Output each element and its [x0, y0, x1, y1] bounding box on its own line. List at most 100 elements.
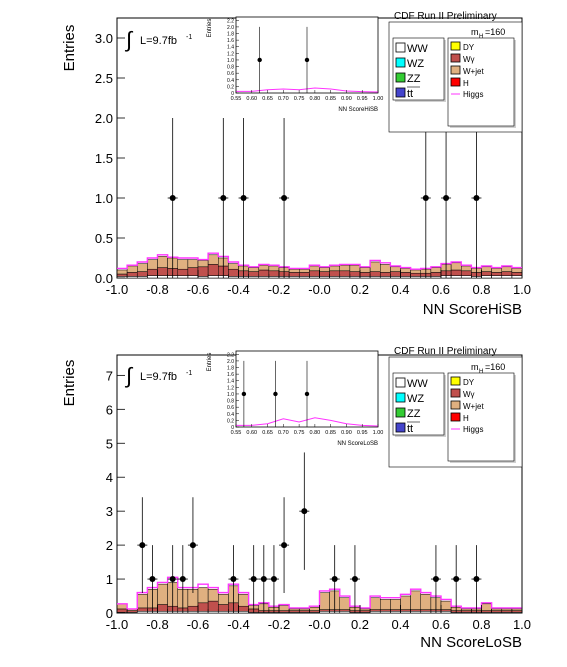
legend-wz-swatch [395, 57, 406, 68]
top-legend-right: DY Wγ W+jet H Higgs [447, 37, 516, 128]
top-bar-wgamma-22 [339, 270, 351, 277]
bottom-data-point-1 [149, 576, 156, 583]
top-bar-wgamma-23 [349, 271, 361, 277]
bottom-y-axis-ticks: 0 1 2 3 4 5 6 7 [106, 368, 125, 621]
top-bar-wgamma-17 [288, 272, 300, 277]
top-bar-wjet-17 [288, 268, 300, 273]
top-y-tick-label-6: 3.0 [95, 31, 113, 46]
bottom-inset-point-0 [241, 391, 247, 397]
bottom-inset-x-tick-label-1: 0.60 [246, 430, 257, 436]
top-inset-y-tick-label-3: 0.6 [227, 71, 234, 77]
top-bar-ww-36 [481, 275, 492, 279]
legend-dy-swatch-bottom [450, 376, 461, 386]
top-bar-wgamma-0 [116, 273, 128, 277]
top-bar-wjet-36 [481, 266, 492, 272]
top-bar-wjet-7 [187, 259, 199, 268]
top-x-tick-label-9: 0.8 [472, 282, 490, 297]
bottom-data-point-8 [270, 576, 277, 583]
top-bar-wjet-27 [390, 266, 401, 272]
top-x-tick-label-3: -0.4 [227, 282, 249, 297]
top-bar-wgamma-7 [187, 267, 199, 276]
bottom-bar-wgamma-38 [501, 610, 513, 613]
bottom-inset-y-tick-label-3: 0.6 [227, 405, 234, 411]
top-y-tick-label-1: 0.5 [95, 231, 113, 246]
bottom-inset-x-tick-label-5: 0.80 [310, 430, 321, 436]
top-inset: 0.55 0.60 0.65 0.70 0.75 0.80 0.85 0.90 0.95 1.00… [207, 16, 384, 113]
bottom-inset-y-tick-label-7: 1.4 [227, 379, 234, 385]
legend-zz-swatch [395, 72, 406, 83]
bottom-higgs-line [117, 576, 522, 610]
bottom-inset-y-label: Entries [207, 353, 213, 372]
top-inset-x-tick-label-5: 0.80 [310, 96, 321, 102]
bottom-mass-sub: H [479, 369, 483, 375]
top-y-tick-label-0: 0.0 [95, 271, 113, 286]
bottom-x-tick-label-2: -0.6 [187, 617, 209, 632]
bottom-y-tick-label-4: 4 [106, 470, 113, 485]
top-bar-wjet-38 [501, 266, 513, 272]
bottom-bar-wjet-28 [400, 595, 411, 610]
bottom-inset-x-tick-label-0: 0.55 [231, 430, 242, 436]
bottom-inset-x-tick-label-6: 0.85 [325, 430, 336, 436]
top-bar-wjet-24 [359, 267, 371, 273]
top-bar-wgamma-21 [329, 270, 340, 277]
bottom-bar-wgamma-10 [218, 604, 229, 612]
bottom-bar-wgamma-37 [491, 610, 502, 613]
top-header: CDF Run II Preliminary [394, 11, 497, 22]
top-inset-x-label: NN ScoreHiSB [338, 107, 378, 113]
legend-wz-label: WZ [407, 58, 424, 70]
legend-wjet-label-bottom: W+jet [463, 402, 484, 411]
bottom-inset-x-tick-label-8: 0.95 [357, 430, 368, 436]
top-luminosity-label: ∫ L=9.7fb -1 [124, 27, 192, 52]
top-mass-label: m H =160 [471, 27, 505, 40]
bottom-bar-ww-28 [400, 611, 411, 614]
top-x-tick-label-0: -1.0 [106, 282, 128, 297]
top-inset-x-tick-label-0: 0.55 [231, 96, 242, 102]
bottom-bar-wgamma-18 [299, 610, 310, 613]
top-bar-ww-6 [177, 275, 189, 279]
top-inset-x-tick-label-7: 0.90 [341, 96, 352, 102]
bottom-y-tick-label-1: 1 [106, 572, 113, 587]
bottom-lumi-sup: -1 [186, 370, 192, 377]
top-bar-ww-4 [157, 275, 168, 279]
legend-ww-label: WW [407, 43, 428, 55]
bottom-x-tick-label-1: -0.8 [146, 617, 168, 632]
legend-h-swatch [450, 77, 461, 87]
top-inset-x-tick-label-9: 1.00 [373, 96, 384, 102]
top-inset-y-tick-label-9: 1.8 [227, 32, 234, 38]
bottom-bar-wgamma-29 [410, 609, 421, 612]
top-bar-wjet-15 [268, 265, 280, 272]
bottom-x-axis-label: NN ScoreLoSB [420, 634, 522, 651]
legend-dy-label: DY [463, 43, 475, 52]
top-inset-x-tick-label-6: 0.85 [325, 96, 336, 102]
top-y-tick-label-5: 2.5 [95, 71, 113, 86]
legend-tt-swatch [395, 87, 406, 98]
bottom-bar-wjet-22 [339, 597, 351, 610]
bottom-inset-y-tick-label-5: 1.0 [227, 392, 234, 398]
top-data-point-6 [473, 195, 480, 201]
bottom-bar-wjet-9 [207, 588, 219, 602]
top-bar-wjet-20 [319, 267, 330, 272]
bottom-y-tick-label-3: 3 [106, 504, 113, 519]
bottom-higgs-series [117, 576, 522, 610]
top-legend-left: WW WZ ZZ tt [392, 37, 446, 102]
bottom-y-tick-label-2: 2 [106, 538, 113, 553]
bottom-bar-wgamma-9 [207, 600, 219, 612]
bottom-bar-wjet-29 [410, 590, 421, 610]
bottom-bar-wgamma-26 [380, 609, 391, 612]
bottom-bar-wgamma-4 [157, 604, 168, 612]
bottom-inset-x-tick-label-9: 1.00 [373, 430, 384, 436]
top-inset-y-label: Entries [207, 19, 213, 38]
top-bar-wjet-3 [147, 259, 158, 270]
top-bar-wgamma-25 [369, 271, 381, 277]
top-inset-x-tick-label-8: 0.95 [357, 96, 368, 102]
top-x-tick-label-7: 0.4 [391, 282, 409, 297]
bottom-lumi-text: L=9.7fb [140, 371, 177, 383]
bottom-bar-wjet-37 [491, 608, 502, 611]
legend-higgs-label: Higgs [463, 90, 483, 99]
bottom-inset-x-tick-label-7: 0.90 [341, 430, 352, 436]
top-bar-ww-37 [491, 275, 502, 279]
bottom-bar-wgamma-20 [319, 609, 330, 612]
bottom-bar-ww-7 [187, 611, 199, 614]
top-bar-ww-34 [461, 275, 472, 279]
top-bar-wjet-11 [228, 263, 239, 270]
